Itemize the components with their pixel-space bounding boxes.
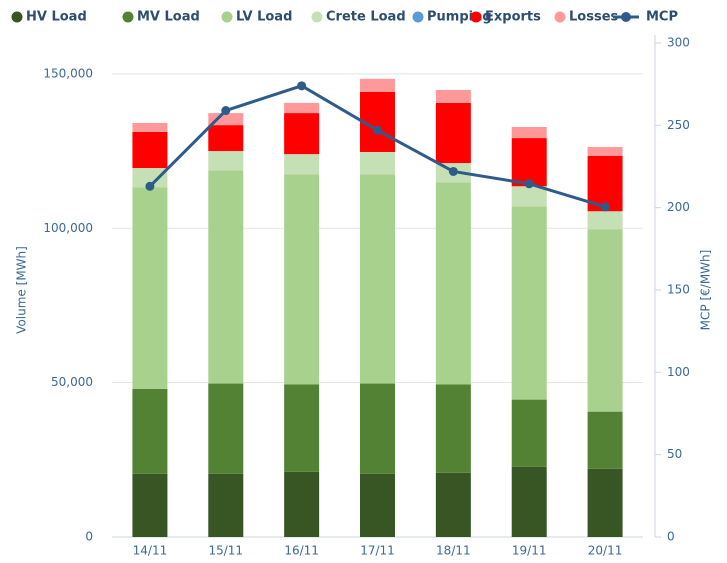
bar-segment: [360, 383, 395, 474]
bar-segment: [360, 174, 395, 384]
bar-segment: [435, 472, 471, 537]
bar-segment: [587, 468, 623, 537]
bar-segment: [360, 151, 395, 175]
bar-segment: [587, 229, 623, 412]
legend-label: Losses: [569, 10, 619, 25]
legend-marker: [621, 12, 631, 22]
bar-segment: [587, 211, 623, 230]
bar-segment: [284, 471, 320, 537]
bar-segment: [284, 154, 320, 175]
legend-label: Exports: [485, 10, 541, 25]
mcp-point: [448, 166, 458, 176]
y-tick-label: 0: [85, 530, 93, 544]
bar-segment: [360, 473, 395, 537]
legend-label: Crete Load: [326, 10, 406, 25]
y2-tick-label: 50: [667, 447, 682, 461]
legend-marker: [470, 11, 482, 23]
bar-segment: [132, 131, 168, 169]
bar-segment: [360, 78, 395, 92]
bar-segment: [511, 466, 547, 537]
bar-segment: [284, 102, 320, 114]
y-tick-label: 100,000: [43, 221, 93, 235]
y-tick-label: 150,000: [43, 66, 93, 80]
x-tick-label: 14/11: [133, 544, 168, 558]
legend-marker: [311, 11, 323, 23]
legend-marker: [122, 11, 134, 23]
mcp-point: [600, 202, 610, 212]
x-tick-label: 16/11: [284, 544, 319, 558]
legend-marker: [221, 11, 233, 23]
legend-label: MV Load: [137, 10, 200, 25]
y2-tick-label: 150: [667, 283, 690, 297]
y2-axis-title: MCP [€/MWh]: [699, 250, 713, 331]
bar-segment: [587, 147, 623, 157]
legend-marker: [412, 11, 424, 23]
y2-tick-label: 0: [667, 530, 675, 544]
bar-segment: [132, 122, 168, 132]
bar-segment: [435, 384, 471, 473]
x-tick-label: 20/11: [588, 544, 623, 558]
y2-tick-label: 200: [667, 200, 690, 214]
y2-tick-label: 100: [667, 365, 690, 379]
y-tick-label: 50,000: [51, 375, 93, 389]
legend-label: LV Load: [236, 10, 292, 25]
legend-label: HV Load: [26, 10, 87, 25]
bar-segment: [587, 411, 623, 469]
mcp-point: [221, 106, 231, 116]
y2-tick-label: 250: [667, 118, 690, 132]
bar-segment: [435, 89, 471, 103]
x-tick-label: 17/11: [360, 544, 395, 558]
y2-tick-label: 300: [667, 36, 690, 50]
bar-segment: [132, 473, 168, 537]
bar-segment: [132, 168, 168, 188]
bar-segment: [511, 206, 547, 400]
x-tick-label: 19/11: [512, 544, 547, 558]
bar-segment: [208, 113, 244, 126]
mcp-point: [297, 81, 307, 91]
bar-segment: [132, 187, 168, 389]
bar-segment: [511, 138, 547, 187]
bar-segment: [208, 473, 244, 537]
bar-segment: [208, 125, 244, 152]
legend-marker: [11, 11, 23, 23]
y-axis-title: Volume [MWh]: [15, 246, 29, 334]
legend-label: Pumping: [427, 10, 492, 25]
bar-segment: [132, 388, 168, 474]
mcp-point: [373, 125, 382, 135]
bar-segment: [284, 384, 320, 472]
bar-segment: [284, 113, 320, 155]
x-tick-label: 15/11: [208, 544, 243, 558]
bar-segment: [435, 182, 471, 385]
mcp-point: [524, 179, 534, 189]
legend-label: MCP: [646, 10, 678, 25]
x-tick-label: 18/11: [436, 544, 471, 558]
bar-segment: [511, 186, 547, 207]
bar-segment: [511, 126, 547, 139]
bar-segment: [435, 102, 471, 164]
bar-segment: [208, 170, 244, 384]
bar-segment: [208, 151, 244, 171]
legend-marker: [554, 11, 566, 23]
mcp-point: [145, 181, 155, 191]
bar-segment: [208, 383, 244, 474]
bar-segment: [284, 174, 320, 385]
bar-segment: [511, 399, 547, 467]
